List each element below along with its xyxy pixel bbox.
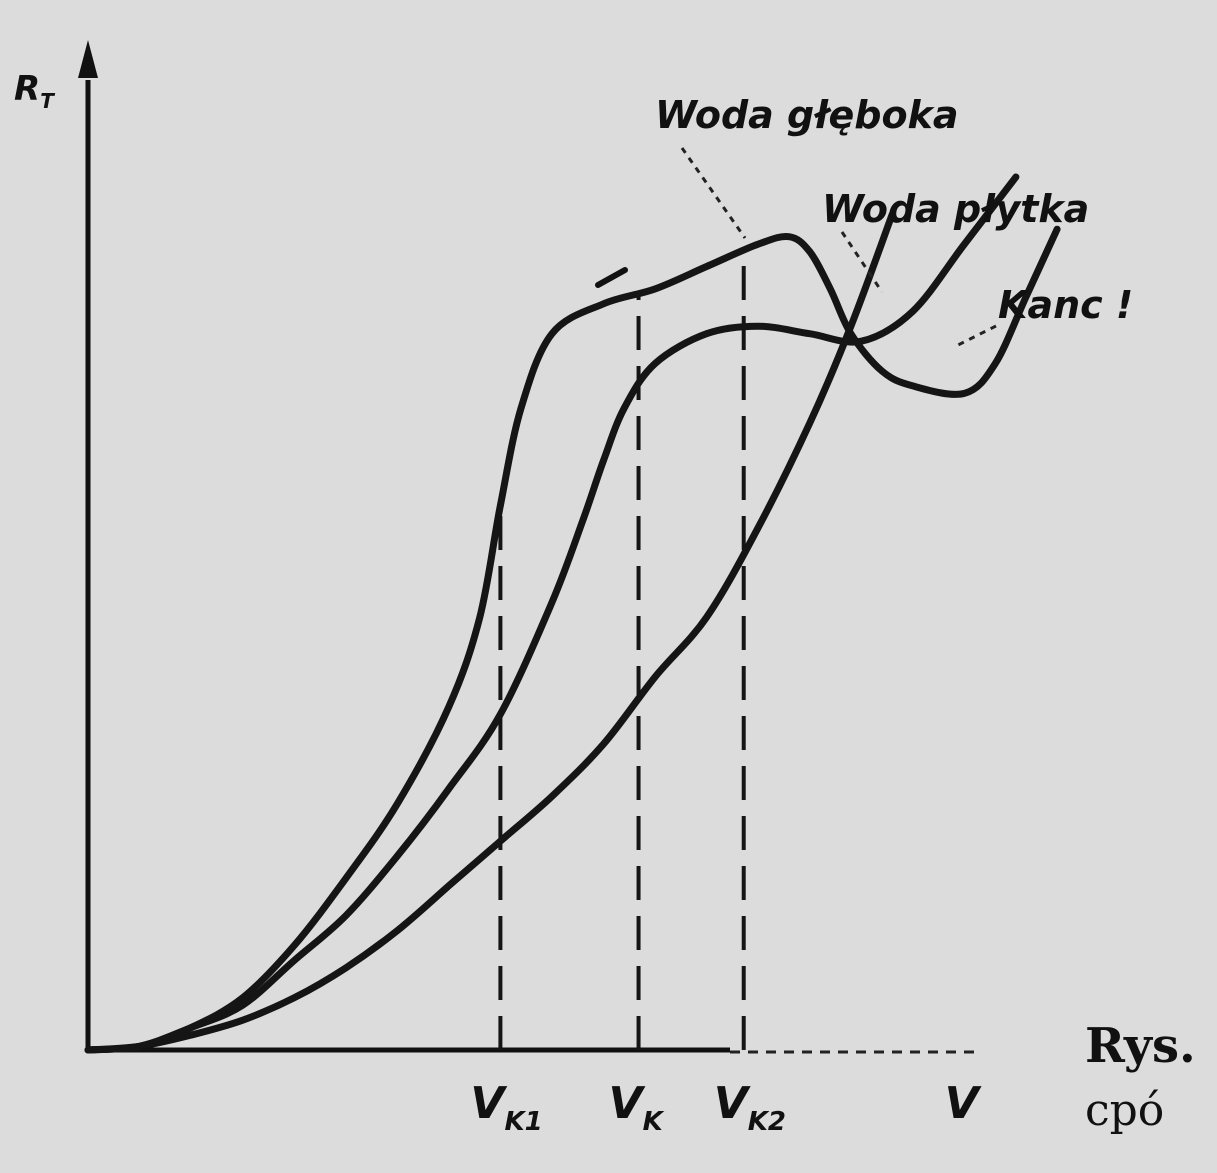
curves [84, 173, 1061, 1054]
leader-shallow-water [840, 231, 884, 293]
curve-shallow-water [84, 173, 1020, 1054]
y-axis-label: RT [14, 69, 55, 113]
x-tick-labels: VK1 VK VK2 V [470, 1078, 981, 1137]
curve-deep-water [84, 210, 896, 1054]
tick-label-vk1: VK1 [470, 1078, 542, 1137]
leader-canal [957, 324, 997, 347]
tick-label-v: V [945, 1078, 982, 1129]
label-deep-water: Woda głęboka [655, 93, 958, 137]
guide-lines [498, 250, 746, 1050]
y-axis-arrow-icon [78, 40, 98, 78]
caption-line-2: cpó [1085, 1085, 1164, 1136]
stray-mark [595, 267, 628, 288]
caption-line-1: Rys. [1085, 1018, 1196, 1074]
leader-deep-water [680, 147, 747, 239]
curve-canal [84, 225, 1061, 1054]
tick-label-vk: VK [609, 1078, 665, 1137]
label-canal: Kanc ! [998, 283, 1133, 327]
tick-label-vk2: VK2 [714, 1078, 786, 1137]
label-shallow-water: Woda płytka [822, 187, 1089, 231]
